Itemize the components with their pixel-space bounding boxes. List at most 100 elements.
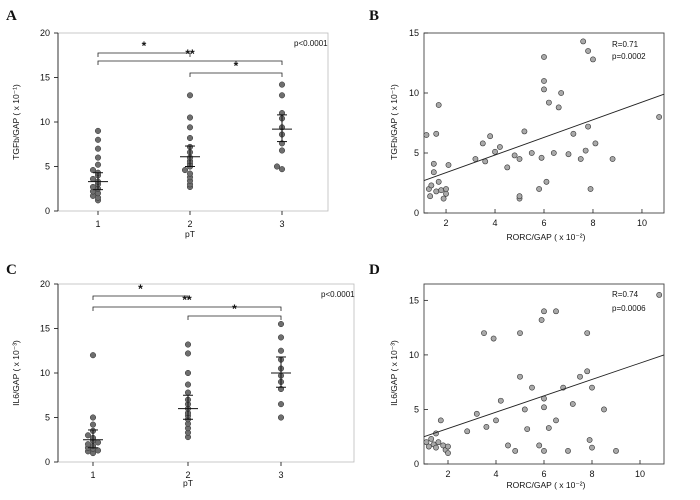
chart-b-data-point bbox=[516, 193, 523, 200]
chart-c-frame bbox=[57, 283, 355, 463]
chart-c-data-point bbox=[184, 369, 192, 377]
chart-d-data-point bbox=[584, 330, 591, 336]
chart-b-data-point bbox=[430, 160, 437, 167]
chart-d-data-point bbox=[584, 368, 591, 375]
chart-c-data-point bbox=[277, 347, 285, 354]
chart-b-data-point bbox=[570, 130, 577, 137]
chart-b-data-point bbox=[472, 156, 479, 162]
chart-c-y-tick-label: 20 bbox=[40, 279, 50, 289]
chart-a-y-tick-label: 10 bbox=[40, 117, 50, 127]
chart-d-x-tick-label: 10 bbox=[635, 469, 645, 479]
chart-b-data-point bbox=[504, 164, 511, 171]
chart-a-data-point bbox=[278, 81, 286, 88]
chart-c-data-point bbox=[184, 350, 192, 357]
chart-b-data-point bbox=[541, 78, 547, 84]
chart-d: 0 5 10 15 2 4 6 8 10 R=0.74 p=0.0006 RORC/GAP ( … bbox=[389, 283, 665, 490]
chart-c-significance-bracket bbox=[92, 295, 189, 300]
chart-d-y-tick-label: 5 bbox=[414, 404, 419, 414]
chart-d-regression-line bbox=[423, 354, 665, 438]
chart-d-data-point bbox=[423, 439, 430, 446]
chart-a-data-point bbox=[186, 92, 194, 99]
chart-d-data-point bbox=[541, 404, 547, 411]
chart-a-x-tick-label: 3 bbox=[279, 219, 284, 229]
chart-b-data-point bbox=[438, 187, 445, 194]
chart-b-y-tick-label: 10 bbox=[409, 88, 419, 98]
chart-b-x-tick-label: 8 bbox=[590, 218, 595, 228]
chart-c-y-tick-label: 0 bbox=[45, 457, 50, 467]
chart-a-significance-label: * bbox=[142, 39, 147, 53]
chart-b-data-point bbox=[590, 56, 596, 63]
chart-b-data-point bbox=[565, 151, 572, 158]
chart-a-significance-label: ** bbox=[185, 47, 195, 61]
chart-d-data-point bbox=[445, 443, 451, 450]
chart-d-data-point bbox=[613, 448, 619, 454]
chart-b-data-point bbox=[536, 186, 543, 192]
chart-d-data-point bbox=[483, 424, 490, 430]
chart-d-data-point bbox=[553, 308, 559, 315]
chart-a-data-point bbox=[89, 175, 97, 183]
chart-c-y-tick-label: 15 bbox=[40, 324, 50, 334]
chart-a-data-point bbox=[273, 163, 281, 170]
chart-b-data-point bbox=[580, 38, 587, 45]
chart-a-data-point bbox=[94, 145, 102, 152]
chart-b-data-point bbox=[427, 193, 434, 200]
chart-b-data-point bbox=[582, 147, 589, 154]
chart-a-y-tick-label: 0 bbox=[45, 206, 50, 216]
chart-b-y-tick-label: 5 bbox=[414, 148, 419, 158]
chart-b-data-point bbox=[541, 54, 547, 60]
chart-d-y-tick-label: 15 bbox=[409, 295, 419, 305]
chart-d-data-point bbox=[464, 428, 471, 435]
chart-b-data-point bbox=[550, 150, 557, 156]
chart-a-significance-label: * bbox=[234, 59, 239, 73]
chart-b-data-point bbox=[587, 186, 594, 192]
chart-d-x-tick-label: 6 bbox=[541, 469, 546, 479]
chart-b-data-point bbox=[433, 188, 440, 195]
chart-b-data-point bbox=[443, 186, 449, 192]
chart-b-xlabel: RORC/GAP ( x 10⁻²) bbox=[507, 232, 586, 242]
chart-c-data-point bbox=[277, 401, 285, 408]
chart-c-ylabel: IL6/GAP ( x 10⁻³) bbox=[11, 340, 21, 406]
chart-c-significance-label: * bbox=[232, 302, 237, 316]
chart-c-x-tick-label: 3 bbox=[278, 470, 283, 480]
chart-a-x-tick-label: 1 bbox=[95, 219, 100, 229]
chart-d-data-point bbox=[553, 417, 559, 424]
chart-c-pvalue: p<0.0001 bbox=[321, 290, 355, 299]
chart-b-data-point bbox=[428, 182, 435, 189]
chart-b-data-point bbox=[445, 162, 452, 168]
chart-a-data-point bbox=[186, 134, 194, 142]
chart-d-data-point bbox=[521, 406, 528, 413]
chart-b-stat-p: p=0.0002 bbox=[612, 52, 646, 61]
chart-d-data-point bbox=[517, 373, 523, 380]
chart-c-data-point bbox=[84, 441, 92, 448]
chart-b-data-point bbox=[538, 154, 545, 161]
chart-c-significance-bracket bbox=[92, 306, 282, 311]
chart-c-xlabel: pT bbox=[183, 478, 193, 488]
chart-d-data-point bbox=[497, 397, 504, 404]
chart-b-data-point bbox=[609, 156, 616, 162]
panel-label-a: A bbox=[6, 8, 17, 24]
chart-b-data-point bbox=[516, 156, 523, 162]
chart-b: 0 5 10 15 2 4 6 8 10 R=0.71 p=0.0002 RORC/GAP ( … bbox=[389, 28, 665, 242]
chart-b-y-tick-label: 15 bbox=[409, 28, 419, 38]
chart-d-data-point bbox=[433, 444, 439, 451]
chart-c-significance-label: ** bbox=[182, 293, 192, 307]
chart-a-y-tick-label: 20 bbox=[40, 28, 50, 38]
chart-c-significance-label: * bbox=[138, 282, 143, 296]
chart-d-data-point bbox=[656, 292, 663, 298]
chart-b-x-tick-label: 2 bbox=[444, 218, 449, 228]
chart-d-data-point bbox=[601, 406, 607, 413]
chart-d-data-point bbox=[493, 417, 499, 424]
chart-b-ylabel: TGFb/GAP ( x 10⁻¹) bbox=[389, 84, 399, 160]
chart-d-y-tick-label: 0 bbox=[414, 459, 419, 469]
chart-b-x-tick-label: 4 bbox=[493, 218, 498, 228]
chart-d-data-point bbox=[490, 335, 497, 342]
chart-d-data-point bbox=[473, 410, 480, 417]
chart-b-data-point bbox=[592, 140, 599, 147]
chart-d-data-point bbox=[481, 330, 487, 336]
chart-d-data-point bbox=[545, 425, 552, 431]
chart-d-data-point bbox=[517, 330, 523, 336]
chart-c-data-point bbox=[184, 389, 192, 396]
chart-c-data-point bbox=[89, 414, 97, 421]
chart-c-data-point bbox=[277, 321, 285, 328]
